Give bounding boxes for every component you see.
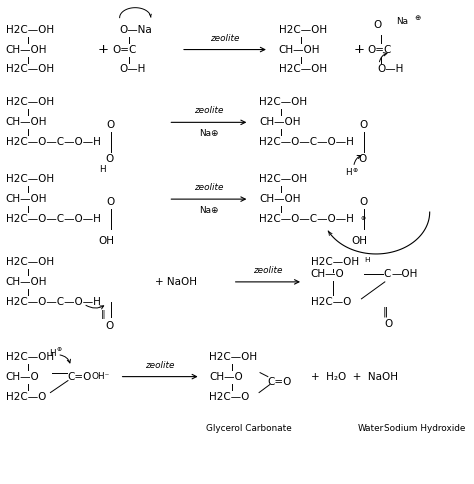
Text: zeolite: zeolite — [194, 183, 224, 192]
Text: zeolite: zeolite — [194, 106, 224, 115]
Text: ‖: ‖ — [101, 310, 106, 319]
Text: CH—OH: CH—OH — [259, 117, 301, 127]
Text: Ȯ: Ȯ — [359, 121, 368, 130]
Text: Ȯ: Ȯ — [358, 154, 367, 164]
Text: +  H₂O  +  NaOH: + H₂O + NaOH — [311, 372, 398, 381]
Text: H2C—OH: H2C—OH — [311, 257, 359, 267]
Text: Ȯ: Ȯ — [106, 197, 114, 207]
Text: H2C—O: H2C—O — [6, 392, 46, 402]
Text: H2C—O: H2C—O — [210, 392, 250, 402]
Text: H2C—O—C—O—H: H2C—O—C—O—H — [6, 297, 100, 307]
Text: zeolite: zeolite — [210, 33, 240, 43]
Text: CH—OH: CH—OH — [279, 45, 320, 55]
Text: OH⁻: OH⁻ — [91, 372, 109, 381]
Text: ‖: ‖ — [383, 306, 388, 317]
Text: O=C: O=C — [113, 45, 137, 55]
Text: +: + — [98, 43, 109, 56]
Text: O=C: O=C — [367, 45, 392, 55]
Text: H2C—OH: H2C—OH — [6, 97, 54, 107]
Text: Ȯ: Ȯ — [105, 154, 113, 164]
Text: O: O — [105, 321, 113, 331]
Text: H2C—OH: H2C—OH — [6, 174, 54, 184]
Text: Water: Water — [358, 424, 384, 433]
Text: H2C—OH: H2C—OH — [259, 174, 307, 184]
Text: C: C — [383, 269, 390, 279]
Text: C=O: C=O — [67, 372, 91, 381]
Text: C=O: C=O — [268, 377, 292, 387]
Text: O—Na: O—Na — [119, 25, 153, 35]
Text: CH—OH: CH—OH — [6, 45, 47, 55]
Text: ⊕: ⊕ — [414, 15, 420, 21]
Text: H: H — [99, 165, 106, 174]
Text: CH—O: CH—O — [6, 372, 39, 381]
Text: zeolite: zeolite — [146, 361, 175, 370]
Text: H2C—OH: H2C—OH — [279, 25, 327, 35]
Text: H: H — [365, 257, 370, 263]
Text: H2C—O—C—O—H: H2C—O—C—O—H — [259, 214, 354, 224]
Text: CH—O: CH—O — [311, 269, 345, 279]
Text: H2C—OH: H2C—OH — [6, 257, 54, 267]
Text: + NaOH: + NaOH — [155, 277, 197, 287]
Text: CH—OH: CH—OH — [259, 194, 301, 204]
Text: OH: OH — [352, 236, 368, 246]
Text: H: H — [49, 349, 56, 358]
Text: ⊕: ⊕ — [353, 168, 358, 173]
Text: H2C—OH: H2C—OH — [6, 352, 54, 362]
Text: CH—OH: CH—OH — [6, 194, 47, 204]
Text: Ȯ: Ȯ — [373, 20, 382, 30]
Text: O—H: O—H — [377, 64, 403, 75]
Text: Ȯ: Ȯ — [359, 197, 368, 207]
Text: H2C—O—C—O—H: H2C—O—C—O—H — [259, 137, 354, 147]
Text: Na: Na — [397, 17, 409, 26]
Text: H: H — [345, 167, 352, 177]
Text: CH—O: CH—O — [210, 372, 243, 381]
Text: O: O — [385, 319, 393, 329]
Text: Na⊕: Na⊕ — [199, 129, 219, 138]
Text: CH—OH: CH—OH — [6, 277, 47, 287]
Text: Sodium Hydroxide: Sodium Hydroxide — [384, 424, 465, 433]
Text: H2C—OH: H2C—OH — [6, 25, 54, 35]
Text: zeolite: zeolite — [253, 266, 283, 275]
Text: H2C—O—C—O—H: H2C—O—C—O—H — [6, 214, 100, 224]
Text: H2C—OH: H2C—OH — [6, 64, 54, 75]
Text: H2C—O—C—O—H: H2C—O—C—O—H — [6, 137, 100, 147]
Text: Ȯ: Ȯ — [106, 121, 114, 130]
Text: +: + — [354, 43, 365, 56]
Text: —OH: —OH — [392, 269, 418, 279]
Text: CH—OH: CH—OH — [6, 117, 47, 127]
Text: H2C—OH: H2C—OH — [279, 64, 327, 75]
Text: Na⊕: Na⊕ — [199, 206, 219, 215]
Text: ⊕: ⊕ — [56, 347, 62, 352]
Text: O—H: O—H — [119, 64, 146, 75]
Text: ⊕: ⊕ — [360, 215, 365, 221]
Text: H2C—O: H2C—O — [311, 297, 351, 307]
Text: H2C—OH: H2C—OH — [210, 352, 257, 362]
Text: H2C—OH: H2C—OH — [259, 97, 307, 107]
Text: OH: OH — [98, 236, 114, 246]
Text: Glycerol Carbonate: Glycerol Carbonate — [207, 424, 292, 433]
